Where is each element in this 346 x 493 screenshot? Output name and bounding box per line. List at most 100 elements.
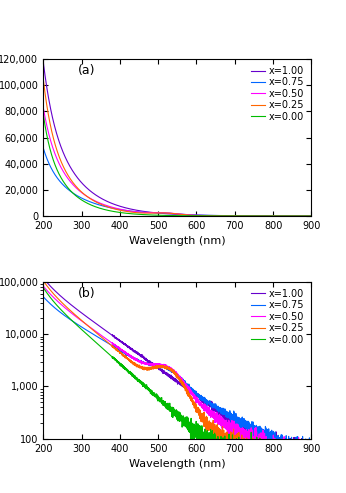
x=0.50 xyxy=(168,210,172,216)
X-axis label: Wavelength (nm): Wavelength (nm) xyxy=(129,237,226,246)
Line: x=1.00: x=1.00 xyxy=(43,278,311,441)
x=0.25 xyxy=(168,210,172,216)
x=0.75 xyxy=(41,145,45,151)
x=0.50 xyxy=(200,403,204,409)
x=0.00 xyxy=(309,213,313,219)
x=0.50 xyxy=(97,200,101,206)
x=0.25 xyxy=(200,213,204,219)
x=0.00 xyxy=(97,205,101,211)
x=0.25 xyxy=(97,332,101,338)
x=0.25 xyxy=(309,438,313,444)
x=0.50 xyxy=(200,212,204,218)
x=0.75 xyxy=(211,403,216,409)
x=1.00 xyxy=(211,212,216,218)
x=1.00 xyxy=(309,438,313,444)
Line: x=0.50: x=0.50 xyxy=(43,107,311,216)
Legend: x=1.00, x=0.75, x=0.50, x=0.25, x=0.00: x=1.00, x=0.75, x=0.50, x=0.25, x=0.00 xyxy=(249,287,307,347)
x=0.25 xyxy=(138,210,142,216)
x=0.50 xyxy=(168,365,172,371)
x=0.50 xyxy=(211,412,216,418)
x=0.75 xyxy=(309,213,313,219)
x=0.50 xyxy=(309,213,313,219)
Text: (a): (a) xyxy=(78,64,95,77)
Line: x=0.50: x=0.50 xyxy=(43,286,311,441)
x=1.00 xyxy=(309,213,313,219)
x=0.25 xyxy=(41,76,45,82)
x=0.25 xyxy=(289,438,293,444)
x=0.50 xyxy=(289,213,293,219)
x=0.75 xyxy=(138,209,142,215)
x=0.00 xyxy=(212,438,216,444)
x=0.50 xyxy=(289,438,293,444)
Line: x=1.00: x=1.00 xyxy=(43,62,311,216)
x=0.50 xyxy=(41,283,45,289)
x=0.00 xyxy=(289,213,293,219)
x=1.00 xyxy=(200,397,204,403)
x=1.00 xyxy=(200,212,204,218)
Line: x=0.75: x=0.75 xyxy=(43,148,311,216)
x=0.25 xyxy=(309,213,313,219)
x=1.00 xyxy=(97,323,101,329)
x=0.00 xyxy=(289,438,293,444)
x=0.00 xyxy=(200,213,204,219)
x=0.25 xyxy=(211,213,216,219)
x=0.25 xyxy=(289,213,293,219)
x=1.00 xyxy=(41,275,45,281)
x=0.25 xyxy=(211,429,216,435)
x=1.00 xyxy=(289,213,293,219)
x=0.50 xyxy=(138,209,142,215)
x=1.00 xyxy=(97,194,101,200)
x=0.75 xyxy=(97,335,101,341)
x=0.50 xyxy=(211,212,216,218)
x=0.00 xyxy=(168,212,172,218)
x=0.00 xyxy=(309,438,313,444)
x=0.25 xyxy=(214,438,218,444)
X-axis label: Wavelength (nm): Wavelength (nm) xyxy=(129,459,226,469)
x=0.75 xyxy=(289,213,293,219)
x=0.75 xyxy=(97,202,101,208)
x=0.50 xyxy=(97,331,101,337)
x=0.00 xyxy=(211,213,216,219)
Line: x=0.75: x=0.75 xyxy=(43,297,311,441)
x=0.75 xyxy=(168,367,172,373)
x=0.75 xyxy=(248,438,252,444)
x=0.75 xyxy=(41,294,45,300)
x=0.00 xyxy=(41,284,45,290)
Line: x=0.00: x=0.00 xyxy=(43,114,311,216)
Line: x=0.00: x=0.00 xyxy=(43,287,311,441)
x=0.75 xyxy=(200,394,204,400)
x=0.00 xyxy=(168,400,172,406)
x=1.00 xyxy=(289,438,293,444)
x=0.00 xyxy=(138,379,142,385)
x=0.00 xyxy=(97,343,101,349)
x=0.00 xyxy=(200,435,204,441)
x=0.75 xyxy=(289,438,293,444)
Line: x=0.25: x=0.25 xyxy=(43,79,311,216)
x=1.00 xyxy=(211,406,216,412)
x=0.75 xyxy=(200,212,204,218)
x=1.00 xyxy=(41,59,45,65)
x=0.00 xyxy=(138,211,142,217)
x=0.50 xyxy=(41,105,45,110)
Legend: x=1.00, x=0.75, x=0.50, x=0.25, x=0.00: x=1.00, x=0.75, x=0.50, x=0.25, x=0.00 xyxy=(249,64,307,124)
x=1.00 xyxy=(168,211,172,217)
x=0.50 xyxy=(309,438,313,444)
x=0.25 xyxy=(200,412,204,418)
x=0.00 xyxy=(41,111,45,117)
x=0.50 xyxy=(229,438,233,444)
x=0.25 xyxy=(168,367,172,373)
x=1.00 xyxy=(138,352,142,357)
x=0.25 xyxy=(138,365,142,371)
x=0.50 xyxy=(138,359,142,365)
x=0.75 xyxy=(211,212,216,218)
x=0.75 xyxy=(168,211,172,216)
x=0.00 xyxy=(190,438,194,444)
x=1.00 xyxy=(168,373,172,379)
x=1.00 xyxy=(138,208,142,214)
x=0.25 xyxy=(41,278,45,284)
x=0.75 xyxy=(309,438,313,444)
x=0.25 xyxy=(97,201,101,207)
x=1.00 xyxy=(244,438,248,444)
Text: (b): (b) xyxy=(78,286,96,300)
Line: x=0.25: x=0.25 xyxy=(43,281,311,441)
